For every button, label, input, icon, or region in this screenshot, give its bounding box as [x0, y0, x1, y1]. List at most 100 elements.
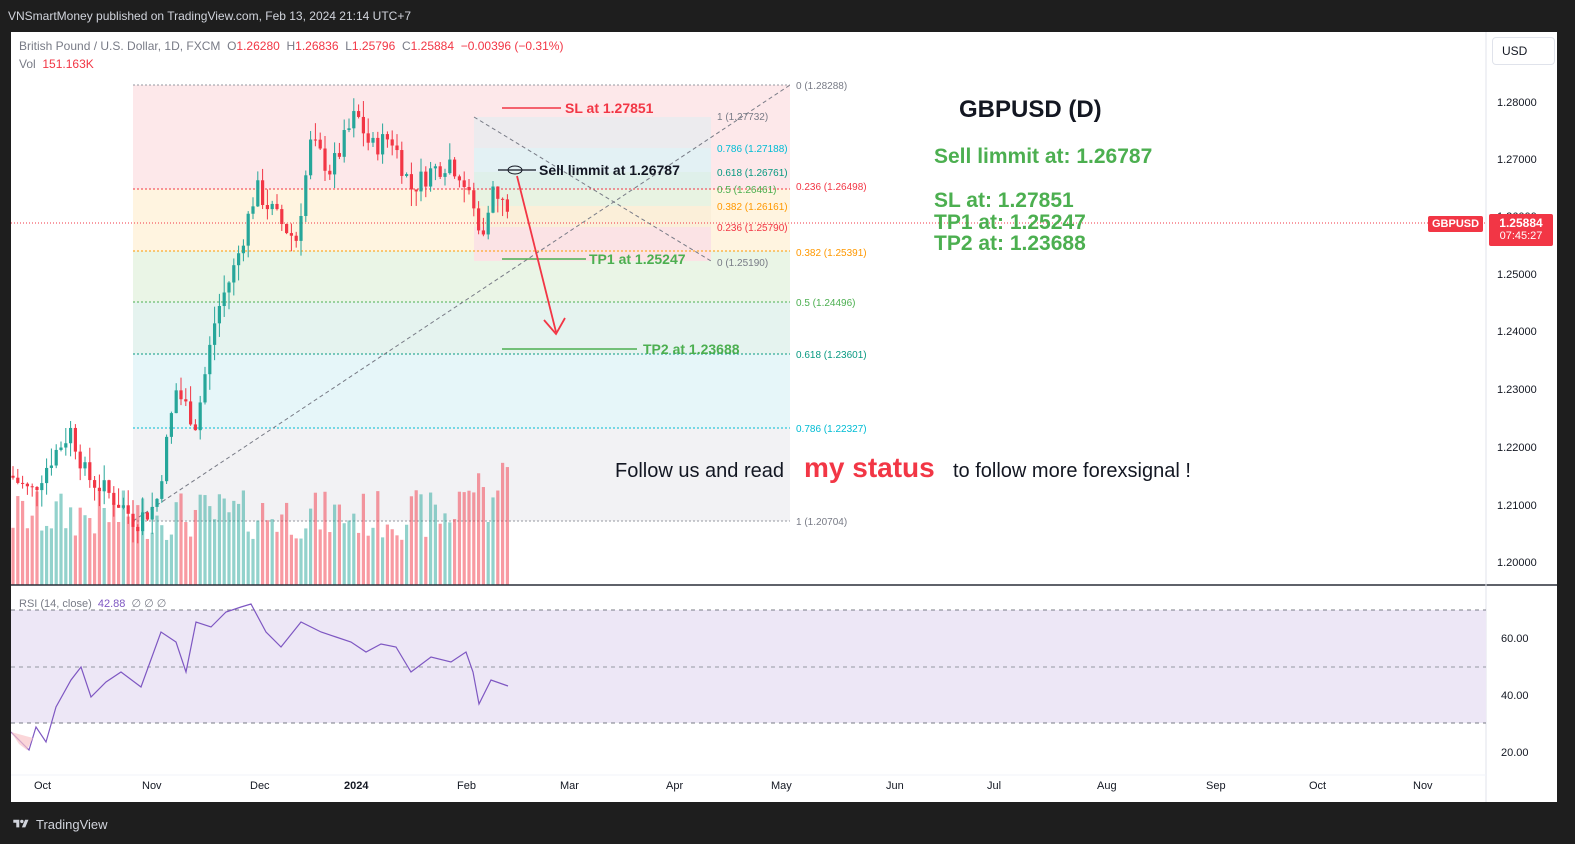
panel-sell-limit[interactable]: Sell limmit at: 1.26787 [934, 145, 1153, 168]
candle-body [131, 513, 135, 527]
volume-bar [328, 532, 332, 585]
candle-body [54, 449, 58, 466]
volume-bar [49, 528, 53, 585]
volume-bar [289, 534, 293, 585]
fib-trendline [132, 84, 791, 522]
volume-bar [323, 491, 327, 585]
volume-label[interactable]: Vol [19, 57, 36, 71]
volume-bar [241, 490, 245, 585]
candle-body [289, 233, 293, 236]
small-fib-label-0382: 0.382 (1.26161) [717, 202, 788, 213]
candle-body [405, 174, 409, 176]
candle-body [97, 487, 101, 492]
candle-body [16, 477, 20, 483]
rsi-legend: RSI (14, close) 42.88 ∅ ∅ ∅ [19, 597, 166, 610]
time-tick: Oct [34, 780, 51, 792]
tradingview-logo-icon[interactable] [12, 818, 30, 830]
volume-bar [299, 538, 303, 585]
small-fib-label-0786: 0.786 (1.27188) [717, 144, 788, 155]
small-fib-label-0236: 0.236 (1.25790) [717, 223, 788, 234]
chart-canvas[interactable]: 0 (1.28288) 0.236 (1.26498) 0.382 (1.253… [11, 32, 1557, 802]
volume-bar [246, 531, 250, 585]
volume-bar [126, 516, 130, 585]
candle-body [246, 213, 250, 246]
candle-body [241, 245, 245, 254]
high-value: 1.26836 [295, 39, 339, 53]
rsi-label[interactable]: RSI (14, close) [19, 598, 92, 610]
panel-tp2[interactable]: TP2 at: 1.23688 [934, 232, 1086, 255]
volume-bar [395, 535, 399, 585]
volume-bar [309, 508, 313, 585]
tp1-annotation[interactable]: TP1 at 1.25247 [589, 251, 686, 267]
rsi-value: 42.88 [97, 598, 126, 610]
instrument-name[interactable]: British Pound / U.S. Dollar, 1D, FXCM [19, 39, 221, 53]
currency-button[interactable]: USD [1492, 37, 1555, 65]
follow-text-1[interactable]: Follow us and read [615, 460, 784, 482]
volume-bar [160, 525, 164, 585]
volume-bar [429, 492, 433, 585]
candle-body [376, 137, 380, 155]
volume-bar [222, 498, 226, 585]
volume-bar [261, 503, 265, 585]
fib-label-1: 1 (1.20704) [796, 517, 847, 528]
volume-bar [265, 520, 269, 585]
price-tick: 1.20000 [1497, 557, 1537, 569]
volume-bar [93, 533, 97, 585]
fib-label-0236: 0.236 (1.26498) [796, 182, 867, 193]
candle-body [414, 189, 418, 192]
follow-text-3[interactable]: to follow more forexsignal ! [953, 460, 1191, 482]
volume-bar [251, 538, 255, 585]
candle-body [429, 168, 433, 187]
price-tick: 1.25000 [1497, 269, 1537, 281]
candle-body [45, 467, 49, 484]
candle-body [30, 486, 34, 488]
volume-bar [333, 504, 337, 585]
candle-body [69, 427, 73, 444]
candle-body [419, 171, 423, 192]
candle-body [198, 402, 202, 431]
candle-body [328, 170, 332, 175]
candle-body [333, 153, 337, 175]
rsi-tick: 60.00 [1501, 633, 1529, 645]
volume-bar [256, 520, 260, 585]
candle-body [265, 205, 269, 210]
panel-sl[interactable]: SL at: 1.27851 [934, 189, 1074, 212]
sl-annotation[interactable]: SL at 1.27851 [565, 100, 654, 116]
close-label: C [401, 39, 411, 53]
volume-bar [361, 493, 365, 585]
candle-body [505, 199, 509, 212]
projection-arrow [516, 175, 557, 333]
candle-body [93, 480, 97, 488]
candlesticks [11, 98, 509, 544]
time-tick: Oct [1309, 780, 1326, 792]
candle-body [64, 443, 68, 448]
candle-body [304, 175, 308, 216]
price-tick: 1.23000 [1497, 384, 1537, 396]
volume-bar [448, 522, 452, 585]
volume-bar [313, 492, 317, 585]
small-fib-label-0: 0 (1.25190) [717, 258, 768, 269]
time-tick-year: 2024 [344, 780, 369, 792]
small-fib-zone-5 [474, 206, 711, 227]
volume-bar [213, 519, 217, 585]
sell-limit-annotation[interactable]: Sell limmit at 1.26787 [539, 162, 680, 178]
candle-body [275, 203, 279, 210]
footer-brand[interactable]: TradingView [36, 816, 108, 832]
arrow-head [543, 317, 566, 336]
candle-body [145, 512, 149, 520]
fib-label-05: 0.5 (1.24496) [796, 298, 856, 309]
candle-body [203, 374, 207, 403]
candle-body [486, 212, 490, 235]
fib-zone-0618-0786 [133, 354, 790, 428]
rsi-extra: ∅ ∅ ∅ [131, 598, 167, 610]
panel-title[interactable]: GBPUSD (D) [959, 96, 1102, 123]
candle-body [227, 282, 231, 293]
candle-body [371, 137, 375, 143]
candle-body [213, 323, 217, 345]
tp2-annotation[interactable]: TP2 at 1.23688 [643, 341, 740, 357]
follow-text-2[interactable]: my status [804, 452, 935, 483]
price-tick: 1.24000 [1497, 326, 1537, 338]
panel-tp1[interactable]: TP1 at: 1.25247 [934, 211, 1086, 234]
chart-frame[interactable]: 0 (1.28288) 0.236 (1.26498) 0.382 (1.253… [11, 32, 1557, 802]
volume-bar [237, 503, 241, 585]
